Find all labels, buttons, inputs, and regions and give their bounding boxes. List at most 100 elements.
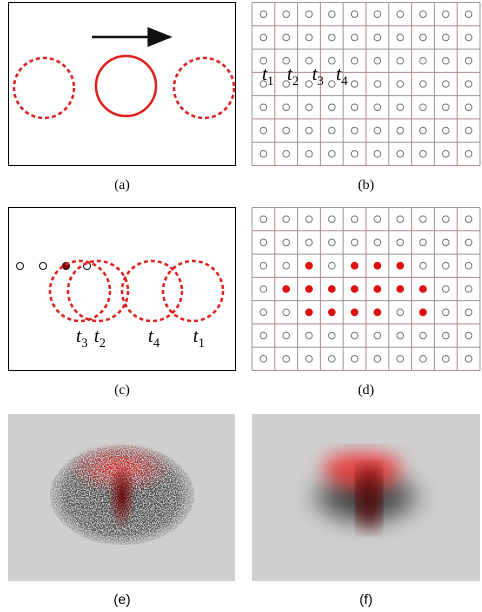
pixel-sample bbox=[420, 239, 427, 246]
hit-sample bbox=[374, 285, 382, 293]
hit-sample bbox=[351, 308, 359, 316]
pixel-sample bbox=[329, 34, 336, 41]
pixel-sample bbox=[306, 239, 313, 246]
pixel-sample bbox=[260, 356, 267, 363]
pixel-sample bbox=[374, 332, 381, 339]
hit-sample bbox=[396, 262, 404, 270]
pixel-sample bbox=[283, 127, 290, 134]
pixel-sample bbox=[397, 332, 404, 339]
pixel-sample bbox=[329, 239, 336, 246]
time-label: t4 bbox=[148, 326, 160, 350]
hit-sample bbox=[419, 285, 427, 293]
pixel-sample bbox=[260, 216, 267, 223]
pixel-sample bbox=[351, 151, 358, 158]
hit-sample bbox=[419, 308, 427, 316]
pixel-sample bbox=[443, 104, 450, 111]
pixel-sample bbox=[306, 216, 313, 223]
pixel-sample bbox=[374, 356, 381, 363]
dashed-circle bbox=[68, 261, 128, 321]
pixel-sample bbox=[260, 127, 267, 134]
pixel-sample bbox=[443, 356, 450, 363]
time-label: t3 bbox=[312, 64, 324, 88]
pixel-sample bbox=[420, 11, 427, 18]
pixel-sample bbox=[397, 81, 404, 88]
pixel-sample bbox=[329, 151, 336, 158]
pixel-sample bbox=[397, 57, 404, 64]
pixel-sample bbox=[443, 151, 450, 158]
caption: (e) bbox=[113, 591, 130, 607]
pixel-sample bbox=[465, 216, 472, 223]
pixel-sample bbox=[443, 11, 450, 18]
pixel-sample bbox=[351, 81, 358, 88]
pixel-sample bbox=[283, 104, 290, 111]
pixel-sample bbox=[443, 57, 450, 64]
dashed-circle bbox=[122, 261, 182, 321]
time-label: t1 bbox=[262, 64, 274, 88]
pixel-sample bbox=[351, 356, 358, 363]
pixel-sample bbox=[329, 104, 336, 111]
pixel-sample bbox=[443, 286, 450, 293]
hit-sample bbox=[396, 285, 404, 293]
pixel-sample bbox=[374, 81, 381, 88]
pixel-sample bbox=[283, 262, 290, 269]
pixel-sample bbox=[420, 151, 427, 158]
sample-point bbox=[40, 263, 47, 270]
pixel-sample bbox=[374, 34, 381, 41]
pixel-sample bbox=[260, 239, 267, 246]
pixel-sample bbox=[306, 151, 313, 158]
pixel-sample bbox=[283, 151, 290, 158]
pixel-sample bbox=[397, 127, 404, 134]
hit-sample bbox=[328, 308, 336, 316]
pixel-sample bbox=[306, 127, 313, 134]
pixel-sample bbox=[420, 216, 427, 223]
pixel-sample bbox=[260, 332, 267, 339]
pixel-sample bbox=[260, 262, 267, 269]
pixel-sample bbox=[397, 104, 404, 111]
pixel-sample bbox=[260, 11, 267, 18]
pixel-sample bbox=[351, 332, 358, 339]
pixel-sample bbox=[443, 309, 450, 316]
pixel-grid bbox=[252, 208, 480, 371]
pixel-sample bbox=[306, 11, 313, 18]
pixel-sample bbox=[283, 34, 290, 41]
hit-sample bbox=[351, 262, 359, 270]
time-sub: 2 bbox=[292, 73, 299, 88]
pixel-sample bbox=[329, 332, 336, 339]
caption: (f) bbox=[359, 591, 372, 607]
dashed-circle bbox=[50, 261, 110, 321]
caption: (b) bbox=[358, 178, 375, 193]
dashed-circle bbox=[174, 58, 234, 118]
pixel-sample bbox=[420, 81, 427, 88]
pixel-sample bbox=[465, 356, 472, 363]
pixel-sample bbox=[306, 356, 313, 363]
pixel-sample bbox=[420, 127, 427, 134]
pixel-sample bbox=[351, 104, 358, 111]
time-label: t2 bbox=[287, 64, 299, 88]
figure: (a) (b) (c) (d) (e) (f) t1t2t3t4t3t2t4t1 bbox=[0, 0, 482, 612]
pixel-sample bbox=[465, 11, 472, 18]
solid-circle bbox=[96, 56, 156, 116]
pixel-sample bbox=[374, 239, 381, 246]
pixel-sample bbox=[443, 332, 450, 339]
pixel-sample bbox=[465, 57, 472, 64]
pixel-sample bbox=[351, 11, 358, 18]
pixel-sample bbox=[397, 356, 404, 363]
pixel-sample bbox=[465, 127, 472, 134]
pixel-sample bbox=[420, 57, 427, 64]
pixel-sample bbox=[420, 104, 427, 111]
dense-core bbox=[357, 466, 381, 530]
pixel-sample bbox=[465, 239, 472, 246]
pixel-sample bbox=[329, 356, 336, 363]
pixel-sample bbox=[465, 81, 472, 88]
pixel-sample bbox=[397, 34, 404, 41]
pixel-sample bbox=[397, 151, 404, 158]
pixel-sample bbox=[283, 309, 290, 316]
pixel-sample bbox=[306, 104, 313, 111]
pixel-sample bbox=[306, 332, 313, 339]
pixel-sample bbox=[260, 286, 267, 293]
pixel-sample bbox=[351, 34, 358, 41]
time-label: t3 bbox=[76, 326, 88, 350]
pixel-sample bbox=[329, 57, 336, 64]
pixel-sample bbox=[420, 332, 427, 339]
pixel-sample bbox=[465, 286, 472, 293]
